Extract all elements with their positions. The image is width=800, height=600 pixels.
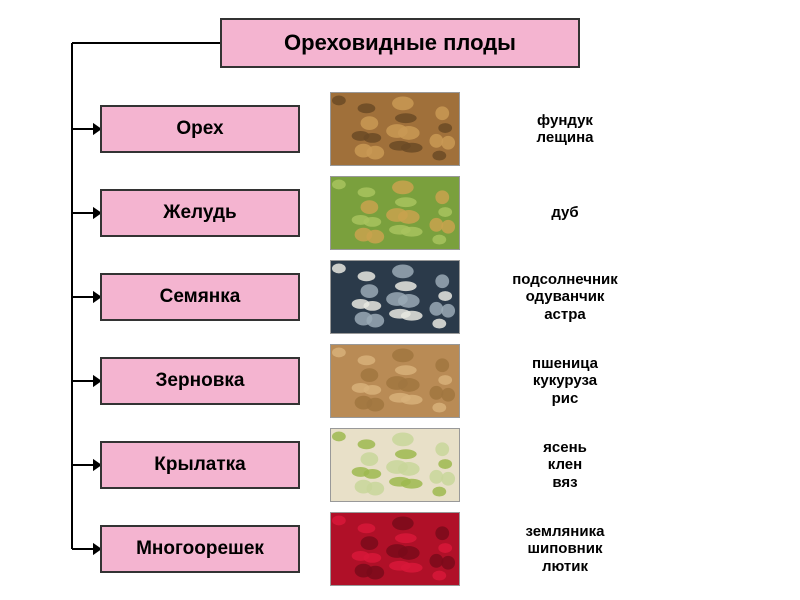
type-label: Зерновка (156, 370, 245, 392)
examples-list: дуб (490, 204, 640, 221)
example-item: астра (490, 306, 640, 323)
type-box: Желудь (100, 189, 300, 237)
type-label: Желудь (163, 202, 236, 224)
example-image (330, 260, 460, 334)
row-2: Желудь дуб (100, 174, 740, 252)
example-item: пшеница (490, 355, 640, 372)
example-item: кукуруза (490, 372, 640, 389)
examples-list: фундуклещина (490, 112, 640, 147)
row-4: Зерновка пшеницакукурузарис (100, 342, 740, 420)
example-image (330, 428, 460, 502)
example-item: клен (490, 456, 640, 473)
row-3: Семянка подсолнечникодуванчикастра (100, 258, 740, 336)
examples-list: земляникашиповниклютик (490, 523, 640, 575)
example-item: земляника (490, 523, 640, 540)
type-box: Орех (100, 105, 300, 153)
example-item: вяз (490, 474, 640, 491)
example-item: подсолнечник (490, 271, 640, 288)
example-image (330, 92, 460, 166)
example-item: лещина (490, 129, 640, 146)
example-item: одуванчик (490, 288, 640, 305)
example-item: ясень (490, 439, 640, 456)
type-label: Орех (176, 118, 223, 140)
example-image (330, 344, 460, 418)
row-6: Многоорешек земляникашиповниклютик (100, 510, 740, 588)
row-5: Крылатка ясенькленвяз (100, 426, 740, 504)
type-box: Зерновка (100, 357, 300, 405)
title-label: Ореховидные плоды (284, 30, 516, 56)
examples-list: пшеницакукурузарис (490, 355, 640, 407)
example-item: фундук (490, 112, 640, 129)
title-box: Ореховидные плоды (220, 18, 580, 68)
type-label: Многоорешек (136, 538, 264, 560)
example-item: дуб (490, 204, 640, 221)
type-box: Многоорешек (100, 525, 300, 573)
row-1: Орех фундуклещина (100, 90, 740, 168)
examples-list: ясенькленвяз (490, 439, 640, 491)
examples-list: подсолнечникодуванчикастра (490, 271, 640, 323)
type-label: Семянка (160, 286, 241, 308)
type-label: Крылатка (154, 454, 245, 476)
example-item: шиповник (490, 540, 640, 557)
example-item: рис (490, 390, 640, 407)
diagram-container: Ореховидные плоды Орех фундуклещина Желудь… (0, 0, 800, 600)
type-box: Крылатка (100, 441, 300, 489)
example-item: лютик (490, 558, 640, 575)
example-image (330, 512, 460, 586)
example-image (330, 176, 460, 250)
type-box: Семянка (100, 273, 300, 321)
